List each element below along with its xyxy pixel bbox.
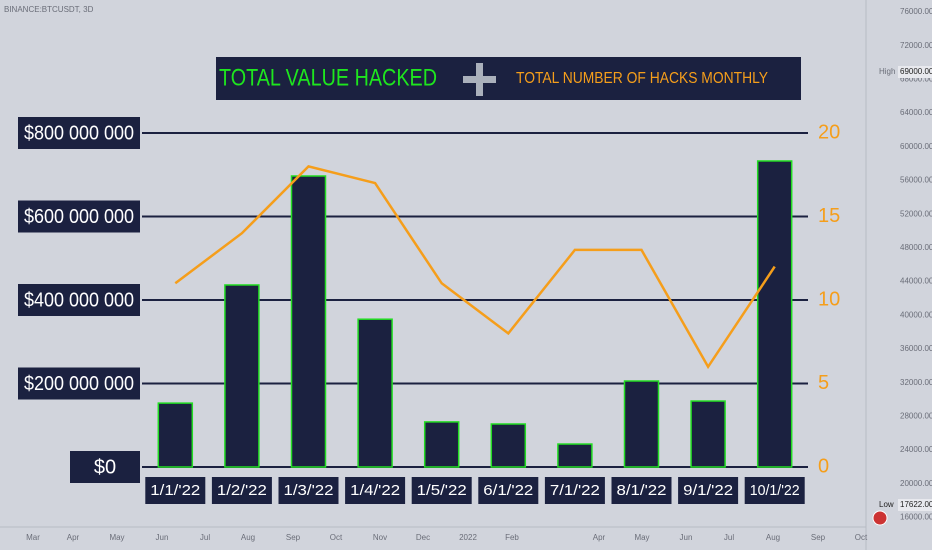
y-tick-label: $800 000 000 [24, 122, 134, 144]
time-label: Jun [156, 533, 169, 542]
bar [557, 443, 593, 468]
symbol: BINANCE:BTCUSDT, 3D [4, 5, 94, 14]
price-label: 20000.00 [900, 479, 932, 488]
time-label: Aug [766, 533, 780, 542]
x-tick-box [278, 477, 339, 504]
bar [290, 175, 327, 468]
x-tick-label: 1/1/'22 [150, 482, 200, 499]
bar [423, 421, 460, 468]
x-tick-box [345, 477, 406, 504]
title-box [216, 57, 801, 100]
x-tick-label: 7/1/'22 [550, 482, 600, 499]
y2-tick-label: 15 [818, 205, 840, 227]
low-box [898, 499, 932, 511]
y-tick-box [18, 200, 140, 233]
high-box [898, 66, 932, 78]
price-label: 56000.00 [900, 176, 932, 185]
price-label: 24000.00 [900, 445, 932, 454]
bar [690, 400, 726, 468]
time-label: 2022 [459, 533, 477, 542]
legend-line: TOTAL NUMBER OF HACKS MONTHLY [516, 70, 768, 87]
time-label: Mar [26, 533, 40, 542]
high-value: 69000.00 [900, 67, 932, 76]
time-label: May [634, 533, 649, 542]
price-label: 60000.00 [900, 142, 932, 151]
x-tick-box [678, 477, 739, 504]
time-label: Oct [855, 533, 868, 542]
x-tick-box [145, 477, 206, 504]
high-label: High [879, 67, 895, 76]
x-tick-box [211, 477, 272, 504]
time-label: Apr [593, 533, 606, 542]
price-label: 48000.00 [900, 243, 932, 252]
x-tick-label: 1/4/'22 [350, 482, 400, 499]
time-label: Nov [373, 533, 387, 542]
line [174, 165, 776, 370]
bar [623, 380, 660, 468]
bar [756, 160, 793, 468]
time-label: Jun [680, 533, 693, 542]
x-tick-label: 9/1/'22 [683, 482, 733, 499]
x-tick-label: 8/1/'22 [617, 482, 667, 499]
time-label: Oct [330, 533, 343, 542]
bar [357, 318, 393, 468]
y-tick-label: $0 [94, 456, 116, 478]
x-tick-label: 1/5/'22 [417, 482, 467, 499]
x-tick-label: 1/3/'22 [284, 482, 334, 499]
price-label: 16000.00 [900, 513, 932, 522]
y2-tick-label: 20 [818, 121, 840, 143]
y2-tick-label: 10 [818, 288, 840, 310]
price-label: 28000.00 [900, 412, 932, 421]
low-label: Low [879, 500, 894, 509]
time-label: Apr [67, 533, 80, 542]
y-tick-label: $400 000 000 [24, 289, 134, 311]
x-tick-box [744, 477, 805, 504]
x-tick-box [544, 477, 605, 504]
y-tick-label: $600 000 000 [24, 206, 134, 228]
price-label: 64000.00 [900, 108, 932, 117]
time-label: May [109, 533, 124, 542]
bar [157, 402, 194, 468]
x-tick-label: 6/1/'22 [483, 482, 533, 499]
time-label: Aug [241, 533, 255, 542]
bar [224, 284, 260, 468]
time-label: Sep [811, 533, 826, 542]
price-label: 36000.00 [900, 344, 932, 353]
y-tick-box [18, 284, 140, 316]
low-value: 17622.00 [900, 500, 932, 509]
y2-tick-label: 0 [818, 455, 829, 477]
y-tick-box [18, 367, 140, 400]
time-label: Dec [416, 533, 430, 542]
price-label: 68000.00 [900, 75, 932, 84]
y2-tick-label: 5 [818, 372, 829, 394]
y-tick-box [70, 451, 140, 483]
x-tick-label: 10/1/'22 [750, 482, 800, 499]
time-label: Jul [724, 533, 734, 542]
x-tick-box [478, 477, 539, 504]
x-tick-label: 1/2/'22 [217, 482, 267, 499]
price-label: 76000.00 [900, 7, 932, 16]
time-label: Jul [200, 533, 210, 542]
price-label: 44000.00 [900, 277, 932, 286]
time-label: Feb [505, 533, 519, 542]
x-tick-box [611, 477, 672, 504]
price-label: 52000.00 [900, 209, 932, 218]
y-tick-label: $200 000 000 [24, 373, 134, 395]
price-label: 32000.00 [900, 378, 932, 387]
flag-icon [872, 510, 888, 526]
price-label: 72000.00 [900, 41, 932, 50]
time-label: Sep [286, 533, 301, 542]
y-tick-box [18, 117, 140, 149]
x-tick-box [411, 477, 472, 504]
bar [490, 423, 527, 468]
plus-icon [463, 76, 496, 83]
legend-bar: TOTAL VALUE HACKED [219, 64, 437, 91]
price-label: 40000.00 [900, 310, 932, 319]
